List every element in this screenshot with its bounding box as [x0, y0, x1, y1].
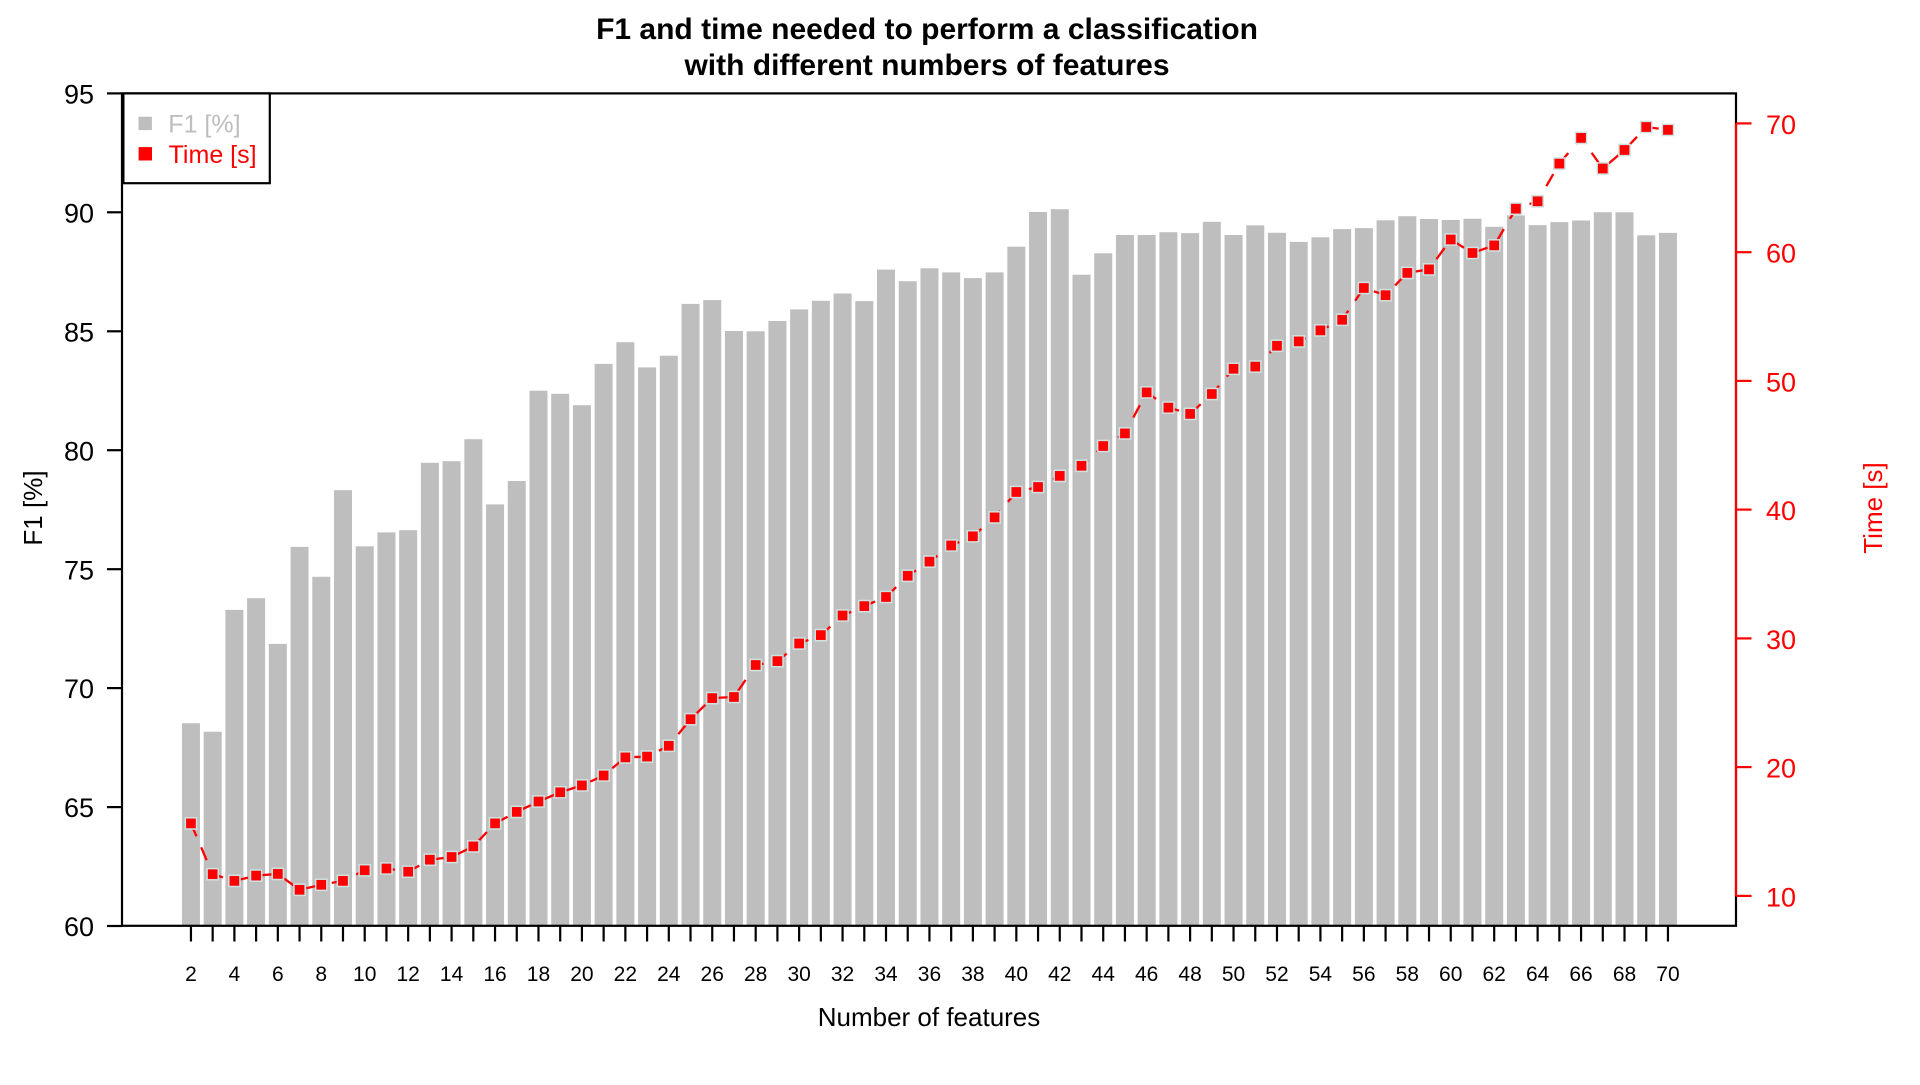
svg-text:6: 6	[272, 963, 284, 986]
svg-text:66: 66	[1569, 963, 1592, 986]
svg-text:10: 10	[1766, 882, 1796, 912]
svg-text:with different numbers of feat: with different numbers of features	[683, 49, 1169, 82]
svg-text:Time [s]: Time [s]	[169, 141, 257, 169]
svg-text:20: 20	[1766, 754, 1796, 784]
svg-text:60: 60	[1439, 963, 1462, 986]
svg-text:14: 14	[440, 963, 464, 986]
svg-text:42: 42	[1048, 963, 1071, 986]
svg-text:44: 44	[1092, 963, 1116, 986]
svg-text:70: 70	[1656, 963, 1679, 986]
svg-text:64: 64	[1526, 963, 1550, 986]
svg-text:2: 2	[185, 963, 197, 986]
svg-text:70: 70	[64, 674, 94, 704]
svg-text:68: 68	[1613, 963, 1636, 986]
svg-text:40: 40	[1005, 963, 1028, 986]
svg-text:Time [s]: Time [s]	[1858, 462, 1888, 553]
svg-text:22: 22	[614, 963, 637, 986]
svg-text:30: 30	[1766, 625, 1796, 655]
svg-text:60: 60	[64, 912, 94, 942]
svg-text:85: 85	[64, 317, 94, 347]
svg-text:46: 46	[1135, 963, 1158, 986]
svg-text:18: 18	[527, 963, 550, 986]
svg-text:24: 24	[657, 963, 681, 986]
svg-text:40: 40	[1766, 496, 1796, 526]
svg-text:34: 34	[874, 963, 898, 986]
svg-text:58: 58	[1396, 963, 1419, 986]
svg-text:90: 90	[64, 198, 94, 228]
svg-text:F1 [%]: F1 [%]	[18, 470, 48, 545]
svg-text:48: 48	[1178, 963, 1201, 986]
svg-text:80: 80	[64, 436, 94, 466]
svg-text:50: 50	[1222, 963, 1245, 986]
svg-text:20: 20	[570, 963, 593, 986]
svg-text:4: 4	[229, 963, 241, 986]
svg-text:F1 and time needed to perform: F1 and time needed to perform a classifi…	[596, 13, 1258, 46]
svg-text:60: 60	[1766, 239, 1796, 269]
svg-text:75: 75	[64, 555, 94, 585]
svg-text:36: 36	[918, 963, 941, 986]
svg-text:16: 16	[483, 963, 506, 986]
svg-text:65: 65	[64, 793, 94, 823]
svg-text:56: 56	[1352, 963, 1375, 986]
svg-text:8: 8	[315, 963, 327, 986]
svg-text:28: 28	[744, 963, 767, 986]
svg-text:12: 12	[396, 963, 419, 986]
svg-text:Number of features: Number of features	[818, 1002, 1041, 1032]
svg-text:52: 52	[1265, 963, 1288, 986]
svg-text:50: 50	[1766, 367, 1796, 397]
svg-text:26: 26	[701, 963, 724, 986]
svg-text:62: 62	[1483, 963, 1506, 986]
svg-text:32: 32	[831, 963, 854, 986]
svg-text:F1 [%]: F1 [%]	[168, 110, 240, 138]
svg-text:95: 95	[64, 80, 94, 110]
svg-text:70: 70	[1766, 110, 1796, 140]
svg-text:54: 54	[1309, 963, 1333, 986]
svg-text:30: 30	[787, 963, 810, 986]
svg-text:10: 10	[353, 963, 376, 986]
svg-text:38: 38	[961, 963, 984, 986]
